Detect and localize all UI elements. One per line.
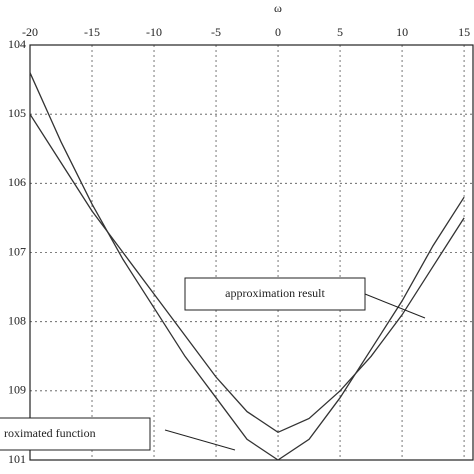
x-tick-label: 0 bbox=[275, 25, 281, 39]
y-tick-label: 101 bbox=[8, 452, 26, 466]
annotation-arrow bbox=[164, 429, 236, 451]
x-tick-label: 15 bbox=[458, 25, 470, 39]
y-tick-label: 108 bbox=[8, 313, 26, 327]
y-tick-label: 107 bbox=[8, 244, 26, 258]
annotation: approximation result bbox=[225, 286, 325, 300]
x-tick-label: -15 bbox=[84, 25, 100, 39]
x-axis-label: ω bbox=[274, 1, 282, 15]
annotation-box bbox=[0, 417, 151, 451]
annotation: roximated function bbox=[4, 426, 96, 440]
y-tick-label: 105 bbox=[8, 106, 26, 120]
annotation-arrow bbox=[364, 293, 426, 319]
y-tick-label: 106 bbox=[8, 175, 26, 189]
x-tick-label: -20 bbox=[22, 25, 38, 39]
y-tick-label: 109 bbox=[8, 383, 26, 397]
line-series bbox=[29, 72, 465, 461]
x-tick-label: -10 bbox=[146, 25, 162, 39]
line-series bbox=[29, 113, 465, 434]
x-tick-label: 5 bbox=[337, 25, 343, 39]
x-tick-label: 10 bbox=[396, 25, 408, 39]
y-tick-label: 104 bbox=[8, 37, 26, 51]
x-tick-label: -5 bbox=[211, 25, 221, 39]
plot-frame bbox=[29, 44, 474, 461]
